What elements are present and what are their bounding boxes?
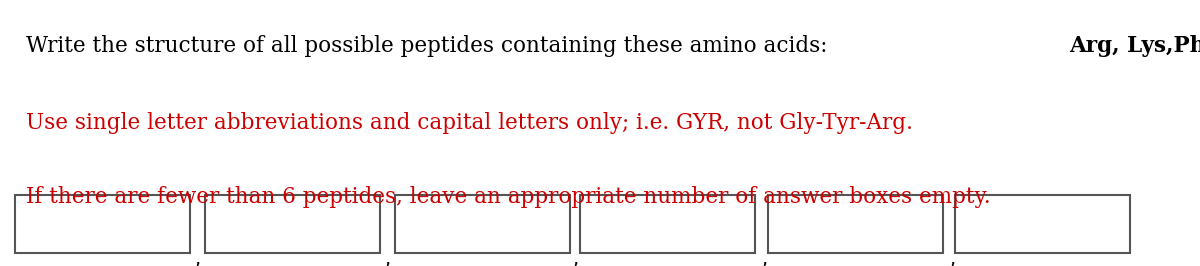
FancyBboxPatch shape bbox=[14, 195, 190, 253]
FancyBboxPatch shape bbox=[768, 195, 943, 253]
FancyBboxPatch shape bbox=[955, 195, 1130, 253]
Text: ,: , bbox=[950, 250, 956, 266]
Text: ,: , bbox=[762, 250, 768, 266]
Text: ,: , bbox=[194, 250, 202, 266]
Text: ,: , bbox=[574, 250, 580, 266]
Text: ,: , bbox=[385, 250, 391, 266]
Text: If there are fewer than 6 peptides, leave an appropriate number of answer boxes : If there are fewer than 6 peptides, leav… bbox=[26, 186, 991, 208]
FancyBboxPatch shape bbox=[395, 195, 570, 253]
FancyBboxPatch shape bbox=[580, 195, 755, 253]
Text: Arg, Lys,Phe: Arg, Lys,Phe bbox=[1069, 35, 1200, 57]
Text: Use single letter abbreviations and capital letters only; i.e. GYR, not Gly-Tyr-: Use single letter abbreviations and capi… bbox=[26, 112, 913, 134]
FancyBboxPatch shape bbox=[205, 195, 380, 253]
Text: Write the structure of all possible peptides containing these amino acids:: Write the structure of all possible pept… bbox=[26, 35, 835, 57]
